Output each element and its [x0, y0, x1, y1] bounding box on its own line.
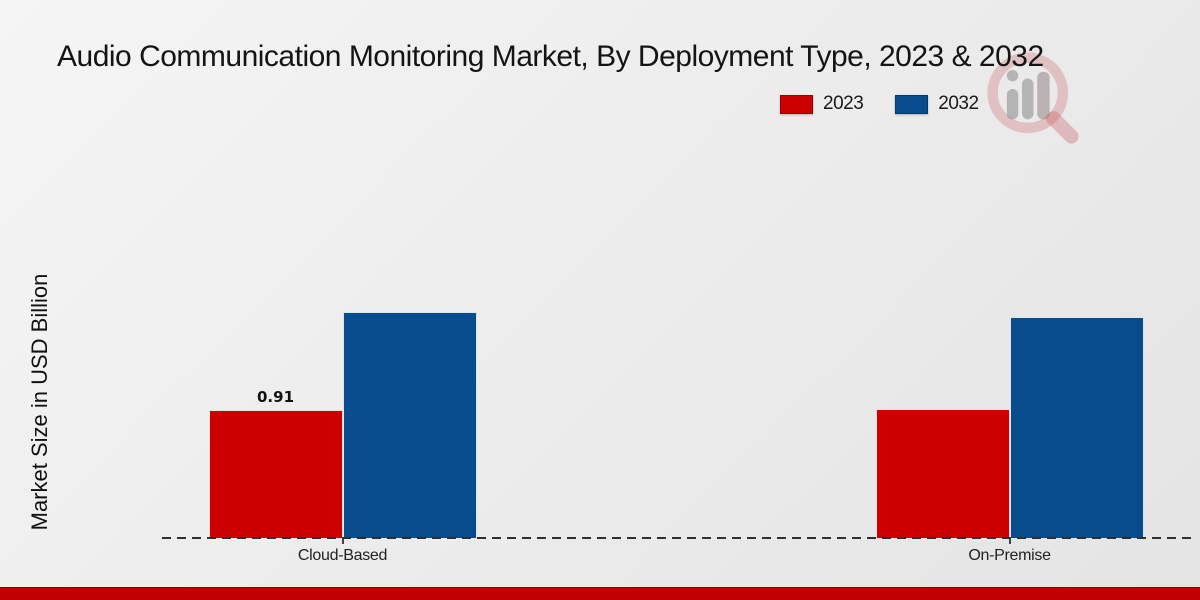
- x-axis-dashed-line: [162, 537, 1192, 539]
- legend-label: 2023: [823, 93, 864, 114]
- category-label-on-premise: On-Premise: [968, 547, 1051, 564]
- legend-swatch-icon: [895, 94, 929, 114]
- bar-cloud-based-2032: [342, 312, 477, 538]
- legend-item-2023: 2023: [780, 93, 864, 115]
- value-label: 0.91: [256, 388, 295, 406]
- bar-cloud-based-2023: [208, 410, 343, 538]
- x-axis-tick: [1008, 539, 1011, 544]
- bottom-accent-bar: [0, 587, 1200, 600]
- x-axis-tick: [341, 539, 344, 544]
- category-label-cloud-based: Cloud-Based: [297, 547, 388, 564]
- bar-on-premise-2032: [1009, 317, 1144, 538]
- legend-item-2032: 2032: [895, 93, 979, 115]
- y-axis-label: Market Size in USD Billion: [27, 273, 52, 531]
- legend-label: 2032: [938, 93, 979, 114]
- bar-on-premise-2023: [875, 409, 1010, 538]
- legend-swatch-icon: [780, 94, 813, 114]
- legend: 2023 2032: [780, 93, 979, 115]
- brand-watermark-magnifier-bars-icon: [985, 50, 1080, 145]
- chart-title: Audio Communication Monitoring Market, B…: [57, 40, 1044, 73]
